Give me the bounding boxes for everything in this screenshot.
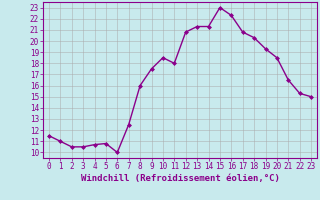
X-axis label: Windchill (Refroidissement éolien,°C): Windchill (Refroidissement éolien,°C)	[81, 174, 279, 183]
